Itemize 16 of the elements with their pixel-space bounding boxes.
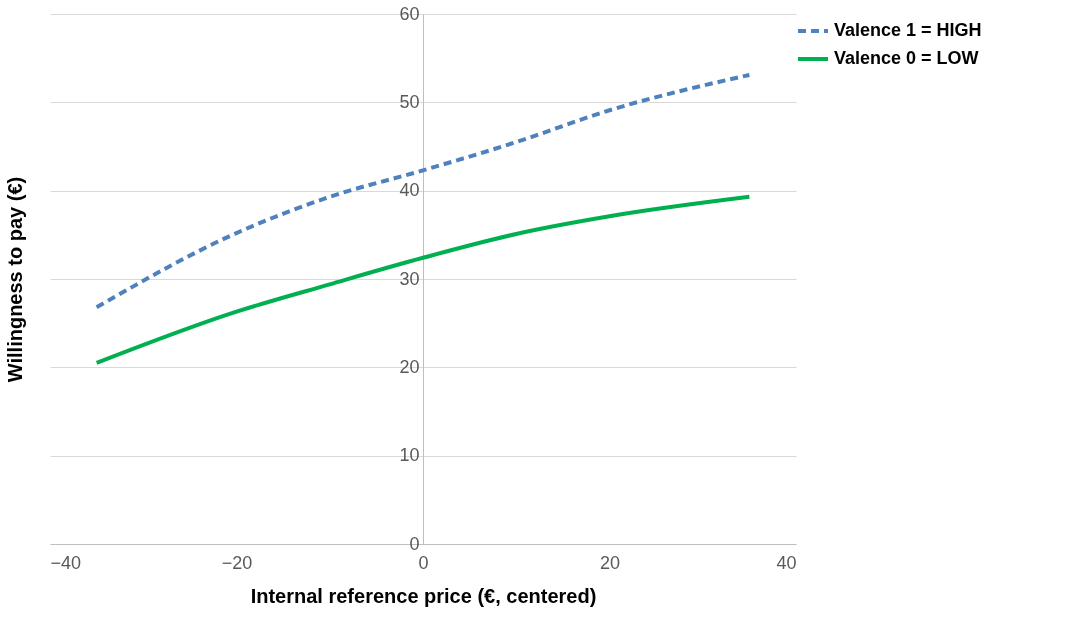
y-tick-label: 40 bbox=[399, 180, 420, 201]
legend-label: Valence 0 = LOW bbox=[834, 48, 979, 68]
x-tick-label: −20 bbox=[221, 552, 253, 573]
y-tick-label: 20 bbox=[399, 356, 420, 377]
line-series bbox=[94, 72, 752, 310]
y-tick-label: 60 bbox=[399, 3, 420, 24]
y-axis-title: Willingness to pay (€) bbox=[3, 176, 26, 383]
x-tick-label: −40 bbox=[50, 552, 82, 573]
y-tick-label: 10 bbox=[399, 445, 420, 466]
y-tick-label: 50 bbox=[399, 91, 420, 112]
x-tick-label: 20 bbox=[599, 552, 621, 573]
x-tick-label: 40 bbox=[776, 552, 797, 573]
x-axis-title: Internal reference price (€, centered) bbox=[250, 584, 597, 607]
y-tick-label: 30 bbox=[399, 268, 420, 289]
legend-label: Valence 1 = HIGH bbox=[834, 20, 982, 40]
y-tick-label: 0 bbox=[409, 533, 420, 554]
